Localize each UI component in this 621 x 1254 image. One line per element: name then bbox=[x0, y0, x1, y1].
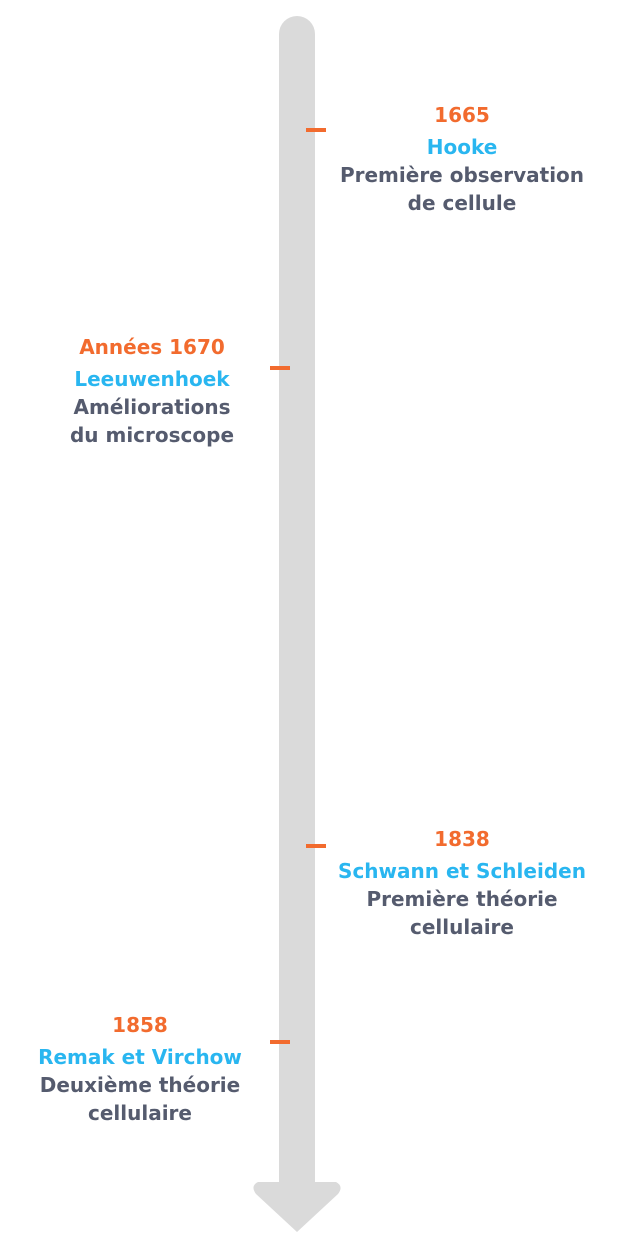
timeline-event: 1665 Hooke Première observation de cellu… bbox=[322, 101, 602, 217]
timeline-event: Années 1670 Leeuwenhoek Améliorations du… bbox=[12, 333, 292, 449]
event-name: Schwann et Schleiden bbox=[338, 859, 586, 883]
timeline-shaft bbox=[279, 16, 315, 1201]
tick-marker bbox=[270, 366, 290, 370]
event-name: Leeuwenhoek bbox=[74, 367, 230, 391]
tick-marker bbox=[306, 128, 326, 132]
event-description: Deuxième théorie bbox=[39, 1073, 241, 1097]
event-description: Améliorations bbox=[73, 395, 231, 419]
event-date: 1858 bbox=[112, 1013, 168, 1037]
event-description: Première observation bbox=[339, 163, 585, 187]
event-description: cellulaire bbox=[87, 1101, 192, 1125]
event-name: Hooke bbox=[426, 135, 498, 159]
event-date: 1838 bbox=[434, 827, 490, 851]
event-name: Remak et Virchow bbox=[38, 1045, 242, 1069]
tick-marker bbox=[306, 844, 326, 848]
event-description: cellulaire bbox=[409, 915, 514, 939]
timeline-event: 1858 Remak et Virchow Deuxième théorie c… bbox=[0, 1011, 280, 1127]
event-date: Années 1670 bbox=[79, 335, 225, 359]
event-description: du microscope bbox=[69, 423, 235, 447]
timeline-arrow-head-icon bbox=[253, 1182, 341, 1232]
event-description: de cellule bbox=[407, 191, 517, 215]
tick-marker bbox=[270, 1040, 290, 1044]
timeline-event: 1838 Schwann et Schleiden Première théor… bbox=[322, 825, 602, 941]
event-date: 1665 bbox=[434, 103, 490, 127]
event-description: Première théorie bbox=[366, 887, 558, 911]
